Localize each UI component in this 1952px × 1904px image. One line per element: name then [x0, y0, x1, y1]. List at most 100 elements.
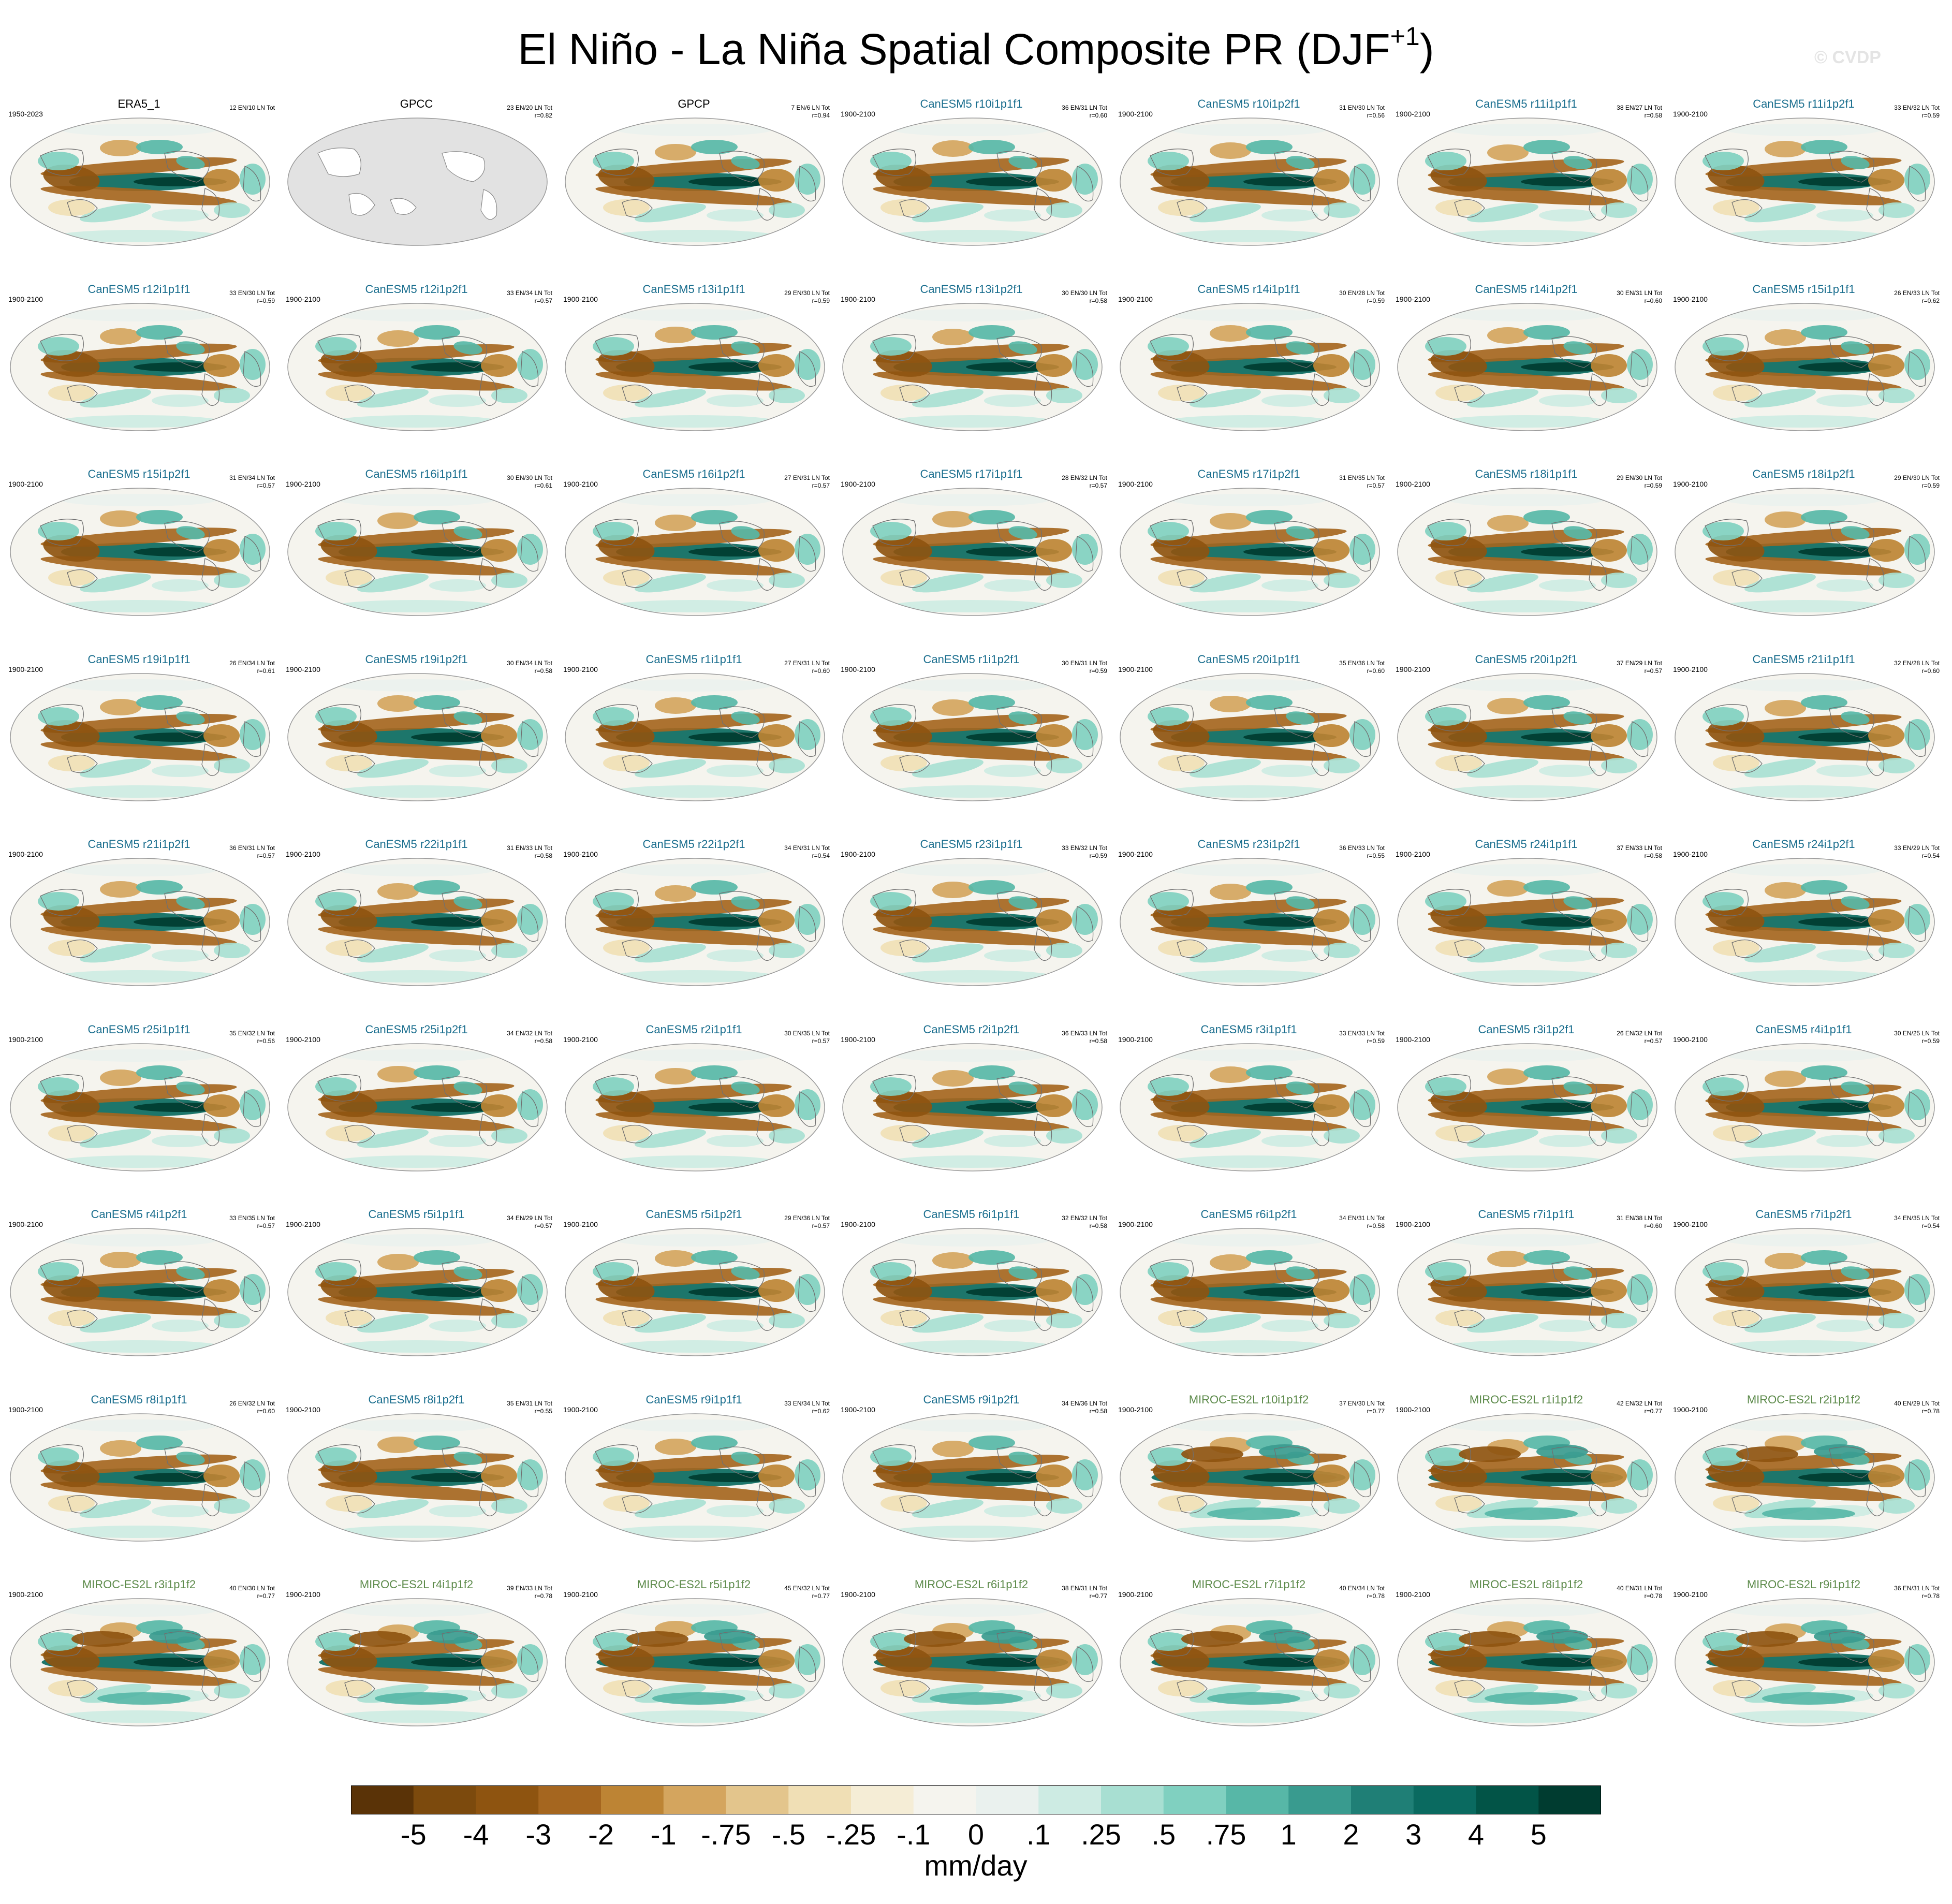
robinson-map: [1675, 118, 1935, 246]
precip-anomaly-blob: [870, 707, 912, 726]
precip-anomaly-blob: [136, 325, 183, 340]
panel-counts-text: 30 EN/28 LN Tot: [1339, 289, 1385, 297]
coastline: [1311, 373, 1330, 406]
precip-anomaly-blob: [593, 1262, 634, 1281]
coastline: [1311, 928, 1330, 961]
precip-anomaly-blob: [1072, 1089, 1098, 1120]
coastline: [520, 1276, 539, 1312]
precip-anomaly-blob: [100, 698, 141, 715]
precip-anomaly-blob: [1563, 1081, 1592, 1095]
coastline: [595, 149, 639, 176]
precip-anomaly-blob: [40, 1481, 237, 1501]
precip-anomaly-blob: [1798, 917, 1891, 927]
precip-anomaly-blob: [593, 892, 634, 911]
precip-anomaly-blob: [1243, 1658, 1337, 1667]
precip-anomaly-blob: [136, 140, 183, 154]
precip-anomaly-blob: [611, 1525, 776, 1538]
coastline: [798, 350, 816, 387]
coastline: [1907, 906, 1926, 942]
coastline: [317, 1444, 361, 1472]
precip-anomaly-blob: [214, 943, 250, 958]
panel-counts-text: 7 EN/6 LN Tot: [791, 104, 830, 111]
colorbar-swatch: [1413, 1785, 1476, 1814]
map-border: [1675, 672, 1935, 801]
precip-anomaly-blob: [1448, 1419, 1604, 1432]
map-panel: CanESM5 r4i1p2f1 1900-2100 33 EN/35 LN Tot…: [0, 1207, 278, 1392]
panel-pattern-correlation: r=0.56: [1367, 112, 1385, 119]
precip-anomaly-blob: [1904, 1459, 1930, 1490]
precip-anomaly-blob: [1150, 741, 1347, 761]
precip-anomaly-blob: [795, 719, 820, 750]
coastline: [442, 1261, 487, 1293]
coastline: [1829, 151, 1874, 183]
colorbar-swatch: [1101, 1785, 1164, 1814]
precip-anomaly-blob: [48, 384, 95, 401]
panel-event-counts: 31 EN/38 LN Tot r=0.60: [1617, 1214, 1662, 1230]
robinson-map: [10, 302, 270, 431]
precip-anomaly-blob: [134, 1658, 227, 1667]
robinson-map: [10, 672, 270, 801]
coastline: [201, 1113, 220, 1146]
precip-anomaly-blob: [1539, 1134, 1596, 1147]
map-border: [565, 118, 825, 246]
precip-anomaly-blob: [880, 199, 927, 216]
precip-anomaly-blob: [152, 949, 209, 962]
robinson-map: [1675, 1228, 1935, 1356]
precip-anomaly-blob: [1841, 1266, 1870, 1280]
precip-anomaly-blob: [1521, 1658, 1614, 1667]
coastline: [1630, 166, 1649, 202]
precip-anomaly-blob: [1563, 896, 1592, 910]
coastline: [243, 350, 261, 387]
coastline: [40, 149, 84, 176]
panel-event-counts: 34 EN/31 LN Tot r=0.58: [1339, 1214, 1385, 1230]
coastline: [442, 706, 487, 738]
coastline: [1551, 891, 1597, 923]
precip-anomaly-blob: [1765, 511, 1806, 528]
precip-anomaly-blob: [968, 140, 1015, 154]
precip-anomaly-blob: [1324, 387, 1360, 403]
map-panel: CanESM5 r11i1p2f1 1900-2100 33 EN/32 LN To…: [1665, 96, 1943, 281]
panel-pattern-correlation: r=0.77: [257, 1592, 275, 1600]
precip-anomaly-blob: [1171, 124, 1326, 136]
panel-pattern-correlation: r=0.57: [1089, 482, 1107, 489]
precip-anomaly-blob: [707, 1134, 764, 1147]
map-panel: CanESM5 r24i1p1f1 1900-2100 37 EN/33 LN To…: [1387, 837, 1665, 1021]
panel-counts-text: 31 EN/30 LN Tot: [1339, 104, 1385, 111]
precip-anomaly-blob: [888, 1340, 1054, 1353]
colorbar-swatch: [1538, 1785, 1601, 1814]
map-panel: CanESM5 r19i1p1f1 1900-2100 26 EN/34 LN To…: [0, 652, 278, 837]
precip-anomaly-blob: [1798, 547, 1891, 556]
precip-anomaly-blob: [932, 1440, 974, 1457]
precip-anomaly-blob: [795, 534, 820, 565]
precip-anomaly-blob: [1736, 1446, 1798, 1462]
coastline: [1829, 1446, 1874, 1478]
coastline: [1551, 1261, 1597, 1293]
precip-anomaly-blob: [80, 388, 151, 407]
precip-anomaly-blob: [1878, 1498, 1915, 1514]
coastline: [1075, 1646, 1094, 1682]
precip-anomaly-blob: [635, 388, 706, 407]
land-outline: [317, 148, 361, 177]
precip-anomaly-blob: [1153, 165, 1210, 192]
precip-anomaly-blob: [1425, 522, 1466, 540]
coastline: [756, 1483, 775, 1516]
panel-counts-text: 35 EN/36 LN Tot: [1339, 659, 1385, 667]
coastline: [1829, 891, 1874, 923]
panel-period: 1900-2100: [841, 1590, 875, 1599]
precip-anomaly-blob: [893, 864, 1049, 876]
precip-anomaly-blob: [56, 785, 222, 798]
precip-anomaly-blob: [481, 1649, 517, 1672]
coastline: [1311, 1668, 1330, 1702]
panel-period: 1900-2100: [8, 480, 43, 488]
coastline: [798, 906, 816, 942]
coastline: [67, 754, 98, 773]
coastline: [164, 1076, 210, 1108]
map-border: [842, 1598, 1103, 1726]
robinson-map: [1675, 1598, 1935, 1726]
coastline: [1150, 519, 1194, 546]
coastline: [67, 1679, 98, 1698]
precip-anomaly-blob: [598, 1275, 655, 1302]
precip-anomaly-blob: [966, 547, 1059, 556]
precip-anomaly-blob: [1708, 1460, 1765, 1487]
panel-title: CanESM5 r23i1p1f1: [920, 838, 1023, 851]
